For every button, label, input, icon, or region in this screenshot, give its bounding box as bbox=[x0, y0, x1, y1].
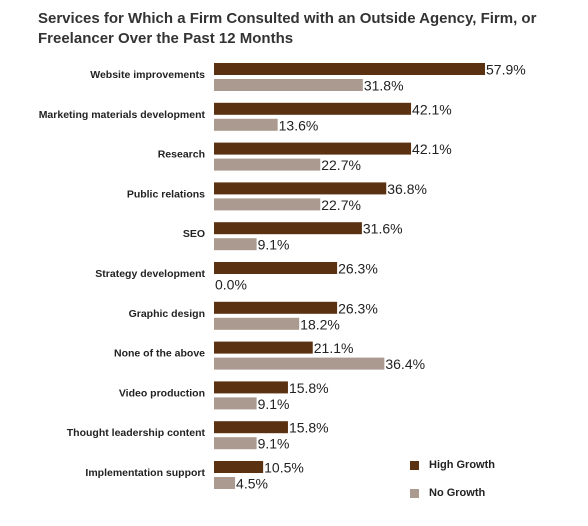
value-label-no-growth-video-production: 9.1% bbox=[258, 396, 290, 412]
category-label-video-production: Video production bbox=[119, 387, 205, 399]
value-label-no-growth-public-relations: 22.7% bbox=[321, 197, 361, 213]
value-label-high-growth-website-improvements: 57.9% bbox=[486, 62, 526, 78]
chart-title: Services for Which a Firm Consulted with… bbox=[38, 10, 537, 47]
legend-swatch-high-growth bbox=[410, 460, 419, 470]
legend-item-high-growth: High Growth bbox=[410, 455, 495, 475]
bar-high-growth-implementation-support bbox=[214, 461, 264, 473]
legend: High Growth No Growth bbox=[410, 455, 495, 511]
bar-high-growth-marketing-materials-development bbox=[214, 102, 412, 115]
bar-high-growth-seo bbox=[214, 222, 362, 235]
category-label-none-of-the-above: None of the above bbox=[114, 348, 205, 360]
category-label-implementation-support: Implementation support bbox=[85, 467, 205, 479]
category-label-website-improvements: Website improvements bbox=[90, 69, 205, 81]
bar-no-growth-thought-leadership-content bbox=[214, 437, 257, 450]
value-label-high-growth-research: 42.1% bbox=[412, 141, 452, 157]
value-label-high-growth-public-relations: 36.8% bbox=[387, 181, 427, 197]
value-label-no-growth-none-of-the-above: 36.4% bbox=[385, 356, 425, 372]
value-label-high-growth-none-of-the-above: 21.1% bbox=[314, 340, 354, 356]
bar-high-growth-graphic-design bbox=[214, 301, 338, 314]
value-label-high-growth-thought-leadership-content: 15.8% bbox=[289, 420, 329, 436]
bar-no-growth-public-relations bbox=[214, 198, 321, 211]
category-label-research: Research bbox=[158, 149, 205, 161]
value-label-no-growth-research: 22.7% bbox=[321, 157, 361, 173]
bar-high-growth-public-relations bbox=[214, 182, 387, 195]
bar-no-growth-seo bbox=[214, 238, 257, 251]
legend-label-high-growth: High Growth bbox=[429, 459, 495, 471]
bar-high-growth-none-of-the-above bbox=[214, 341, 313, 354]
value-label-no-growth-implementation-support: 4.5% bbox=[236, 476, 268, 492]
value-label-no-growth-seo: 9.1% bbox=[258, 237, 290, 253]
category-label-strategy-development: Strategy development bbox=[95, 268, 205, 280]
value-label-high-growth-implementation-support: 10.5% bbox=[264, 460, 304, 476]
value-label-high-growth-strategy-development: 26.3% bbox=[338, 261, 378, 277]
bar-high-growth-research bbox=[214, 142, 412, 155]
bar-no-growth-marketing-materials-development bbox=[214, 118, 278, 131]
value-label-high-growth-seo: 31.6% bbox=[363, 221, 403, 237]
category-label-marketing-materials-development: Marketing materials development bbox=[39, 109, 206, 121]
category-label-graphic-design: Graphic design bbox=[129, 308, 205, 320]
bar-no-growth-none-of-the-above bbox=[214, 357, 385, 370]
category-label-thought-leadership-content: Thought leadership content bbox=[67, 427, 206, 439]
bar-high-growth-thought-leadership-content bbox=[214, 421, 288, 434]
legend-label-no-growth: No Growth bbox=[429, 487, 486, 499]
category-label-seo: SEO bbox=[183, 228, 205, 240]
category-label-public-relations: Public relations bbox=[127, 188, 205, 200]
value-label-no-growth-strategy-development: 0.0% bbox=[215, 277, 247, 293]
value-label-no-growth-marketing-materials-development: 13.6% bbox=[279, 117, 319, 133]
value-label-high-growth-marketing-materials-development: 42.1% bbox=[412, 101, 452, 117]
value-label-no-growth-website-improvements: 31.8% bbox=[364, 78, 404, 94]
value-label-high-growth-video-production: 15.8% bbox=[289, 380, 329, 396]
bar-high-growth-video-production bbox=[214, 381, 288, 394]
bar-high-growth-website-improvements bbox=[214, 63, 485, 75]
bar-no-growth-research bbox=[214, 158, 321, 171]
bar-no-growth-video-production bbox=[214, 397, 257, 410]
value-label-no-growth-thought-leadership-content: 9.1% bbox=[258, 436, 290, 452]
bar-high-growth-strategy-development bbox=[214, 262, 338, 274]
legend-swatch-no-growth bbox=[410, 488, 419, 498]
legend-item-no-growth: No Growth bbox=[410, 483, 495, 503]
value-label-no-growth-graphic-design: 18.2% bbox=[300, 316, 340, 332]
value-label-high-growth-graphic-design: 26.3% bbox=[338, 300, 378, 316]
bar-no-growth-implementation-support bbox=[214, 477, 236, 489]
bar-no-growth-graphic-design bbox=[214, 317, 300, 330]
bar-no-growth-website-improvements bbox=[214, 79, 363, 91]
